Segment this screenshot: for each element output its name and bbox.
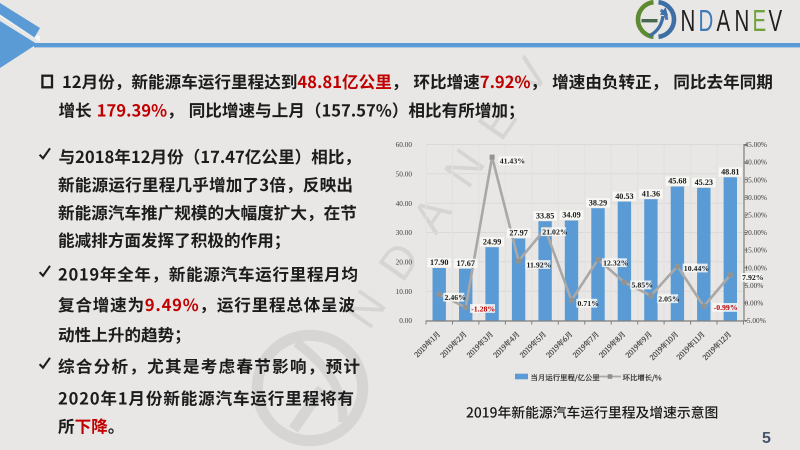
svg-text:41.36: 41.36 <box>642 189 660 198</box>
svg-text:60.00: 60.00 <box>396 140 413 149</box>
svg-text:D: D <box>699 3 714 38</box>
svg-text:20.00%: 20.00% <box>745 228 768 237</box>
svg-text:V: V <box>769 3 783 38</box>
svg-text:5: 5 <box>762 430 771 447</box>
svg-text:48.81: 48.81 <box>721 168 739 177</box>
svg-text:45.68: 45.68 <box>668 177 686 186</box>
svg-text:A: A <box>717 3 731 38</box>
svg-text:11.92%: 11.92% <box>527 260 552 269</box>
svg-text:33.85: 33.85 <box>536 211 554 220</box>
svg-text:-5.00%: -5.00% <box>745 316 766 325</box>
svg-text:7.92%: 7.92% <box>742 273 764 282</box>
svg-text:N: N <box>681 3 696 38</box>
svg-text:45.23: 45.23 <box>695 178 713 187</box>
svg-text:30.00%: 30.00% <box>745 193 768 202</box>
svg-text:40.53: 40.53 <box>615 192 633 201</box>
svg-text:34.09: 34.09 <box>562 211 580 220</box>
svg-text:0.00: 0.00 <box>399 316 412 325</box>
svg-text:20.00: 20.00 <box>396 257 413 266</box>
svg-text:50.00: 50.00 <box>396 169 413 178</box>
svg-text:30.00: 30.00 <box>396 228 413 237</box>
svg-text:5.00%: 5.00% <box>745 281 764 290</box>
svg-text:10.00: 10.00 <box>396 287 413 296</box>
svg-text:40.00: 40.00 <box>396 199 413 208</box>
svg-text:-0.99%: -0.99% <box>714 303 738 312</box>
svg-text:27.97: 27.97 <box>509 229 527 238</box>
svg-text:21.02%: 21.02% <box>542 228 568 237</box>
svg-text:41.43%: 41.43% <box>500 157 526 166</box>
svg-text:17.67: 17.67 <box>456 259 474 268</box>
svg-text:40.00%: 40.00% <box>745 158 768 167</box>
svg-text:0.71%: 0.71% <box>578 299 600 308</box>
svg-text:2.46%: 2.46% <box>445 293 467 302</box>
svg-text:10.00%: 10.00% <box>745 263 768 272</box>
svg-text:25.00%: 25.00% <box>745 211 768 220</box>
svg-text:35.00%: 35.00% <box>745 175 768 184</box>
svg-text:N: N <box>735 3 750 38</box>
svg-text:0.00%: 0.00% <box>745 299 764 308</box>
svg-text:12.32%: 12.32% <box>603 259 629 268</box>
svg-text:-1.28%: -1.28% <box>471 304 495 313</box>
svg-text:15.00%: 15.00% <box>745 246 768 255</box>
svg-text:38.29: 38.29 <box>589 198 607 207</box>
svg-text:45.00%: 45.00% <box>745 140 768 149</box>
svg-text:E: E <box>753 3 767 38</box>
svg-text:2.05%: 2.05% <box>658 295 680 304</box>
svg-text:5.85%: 5.85% <box>632 281 654 290</box>
svg-text:10.44%: 10.44% <box>684 264 710 273</box>
svg-text:24.99: 24.99 <box>483 237 501 246</box>
svg-text:17.90: 17.90 <box>430 258 448 267</box>
